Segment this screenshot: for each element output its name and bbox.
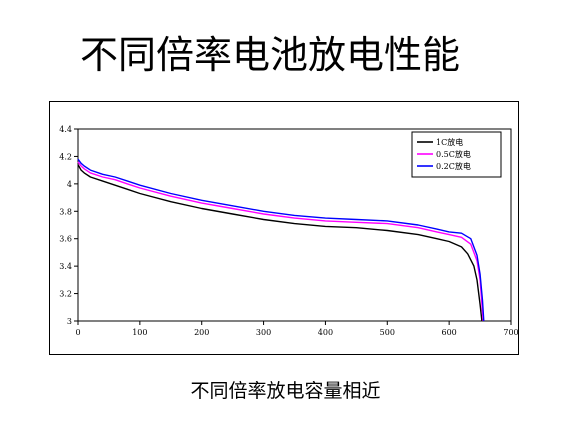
legend-label-2: 0.2C放电 xyxy=(436,161,471,171)
y-tick-label: 3.8 xyxy=(59,207,72,216)
y-tick-label: 3 xyxy=(67,317,72,326)
y-tick-label: 4.2 xyxy=(59,152,72,161)
slide-caption: 不同倍率放电容量相近 xyxy=(190,380,381,402)
series-line-1 xyxy=(77,161,484,322)
y-tick-label: 3.4 xyxy=(59,262,72,271)
legend-label-1: 0.5C放电 xyxy=(436,149,471,159)
slide-title: 不同倍率电池放电性能 xyxy=(80,33,461,77)
y-tick-label: 3.6 xyxy=(59,235,72,244)
x-tick-label: 100 xyxy=(132,328,147,337)
y-tick-label: 4 xyxy=(67,180,72,189)
y-tick-label: 4.4 xyxy=(59,125,72,134)
x-tick-label: 500 xyxy=(380,328,395,337)
series-line-2 xyxy=(77,158,485,322)
x-tick-label: 400 xyxy=(318,328,333,337)
x-tick-label: 300 xyxy=(256,328,271,337)
chart-frame: 3 3.2 3.4 3.6 3.8 4 4.2 4.4 0 100 200 300 400 500 600 7… xyxy=(49,101,519,355)
x-tick-label: 700 xyxy=(503,328,518,337)
x-tick-label: 0 xyxy=(75,328,80,337)
discharge-chart: 3 3.2 3.4 3.6 3.8 4 4.2 4.4 0 100 200 300 400 500 600 7… xyxy=(59,125,518,337)
series-line-0 xyxy=(77,164,483,322)
legend-label-0: 1C放电 xyxy=(436,137,463,147)
plot-area xyxy=(77,128,512,322)
y-tick-label: 3.2 xyxy=(59,290,72,299)
x-tick-label: 600 xyxy=(442,328,457,337)
x-tick-label: 200 xyxy=(194,328,209,337)
